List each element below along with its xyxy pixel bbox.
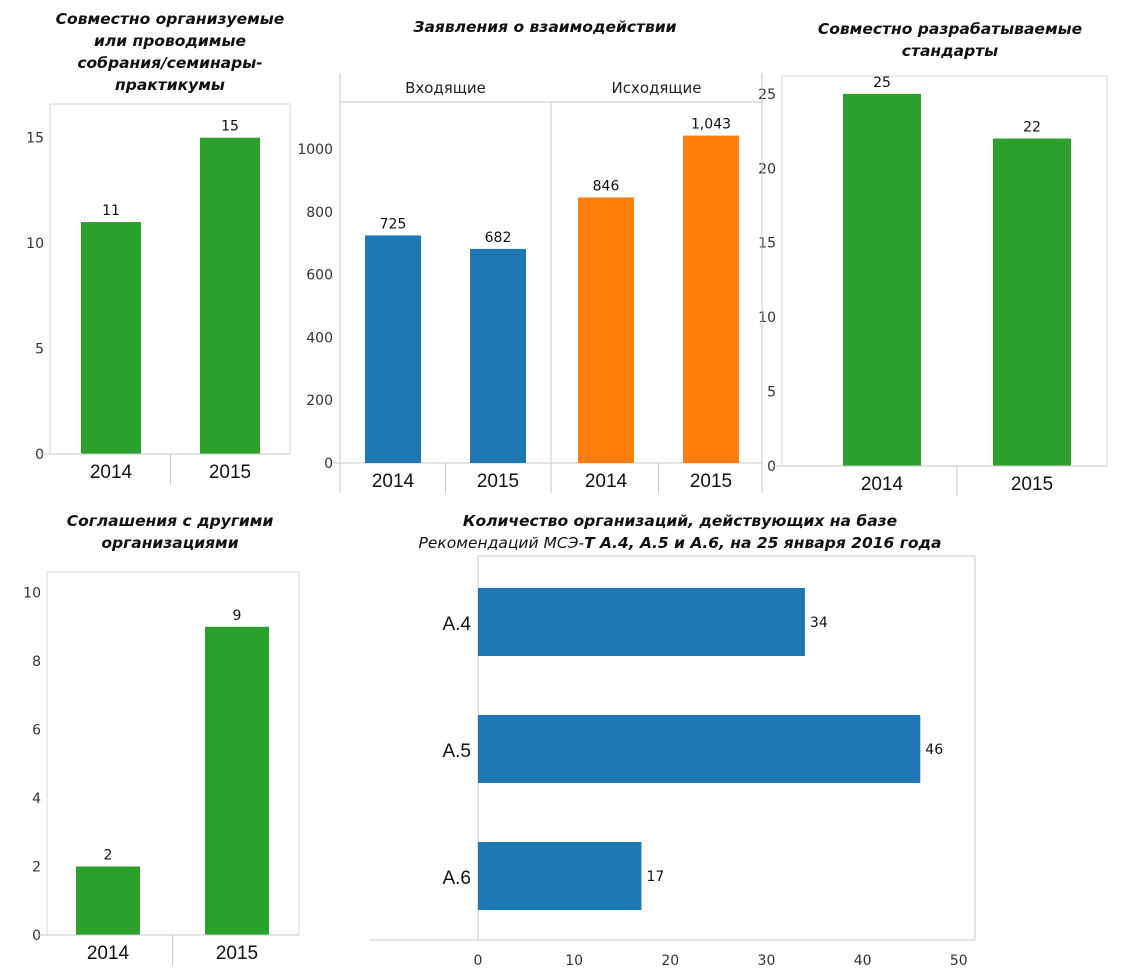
organizations-xtick-40: 40 bbox=[854, 953, 872, 969]
agreements-ytick-10: 10 bbox=[23, 586, 41, 602]
standards-bar-2014 bbox=[843, 93, 921, 466]
agreements-ytick-2: 2 bbox=[32, 860, 41, 876]
seminars-title-line-4: практикумы bbox=[115, 76, 225, 94]
organizations-data-label-A.6: 17 bbox=[646, 869, 664, 885]
organizations-xtick-50: 50 bbox=[950, 953, 968, 969]
standards-title: Совместно разрабатываемые стандарты bbox=[790, 18, 1110, 62]
organizations-bar-A.6 bbox=[478, 842, 642, 910]
seminars-ytick-0: 0 bbox=[35, 447, 44, 463]
statements-outgoing-xtick-2015: 2015 bbox=[690, 471, 732, 492]
agreements-bar-2014 bbox=[76, 866, 140, 935]
statements-ytick-600: 600 bbox=[306, 268, 333, 284]
statements-incoming-bar-2015 bbox=[470, 248, 526, 463]
agreements-xtick-2014: 2014 bbox=[87, 943, 130, 964]
organizations-xtick-0: 0 bbox=[474, 953, 483, 969]
statements-incoming-data-label-2015: 682 bbox=[485, 230, 512, 246]
seminars-data-label-2015: 15 bbox=[221, 119, 239, 135]
agreements-title-line-2: организациями bbox=[101, 534, 239, 552]
statements-incoming-xtick-2014: 2014 bbox=[372, 471, 415, 492]
standards-data-label-2014: 25 bbox=[873, 75, 891, 91]
agreements-xtick-2015: 2015 bbox=[216, 943, 258, 964]
seminars-bar-2015 bbox=[200, 137, 260, 455]
organizations-ytick-A.5: A.5 bbox=[442, 741, 471, 762]
agreements-data-label-2014: 2 bbox=[104, 848, 113, 864]
seminars-xtick-2014: 2014 bbox=[90, 462, 133, 483]
agreements-bar-2015 bbox=[205, 626, 269, 935]
statements-incoming-bar-2014 bbox=[365, 235, 421, 463]
statements-panel-header-incoming: Входящие bbox=[405, 79, 486, 97]
statements-title-line-1: Заявления о взаимодействии bbox=[413, 18, 677, 36]
statements-ytick-200: 200 bbox=[306, 393, 333, 409]
agreements-ytick-6: 6 bbox=[32, 723, 41, 739]
statements-ytick-0: 0 bbox=[324, 456, 333, 472]
statements-outgoing-data-label-2014: 846 bbox=[593, 178, 620, 194]
agreements-ytick-8: 8 bbox=[32, 654, 41, 670]
agreements-ytick-0: 0 bbox=[32, 928, 41, 944]
agreements-title: Соглашения с другими организациями bbox=[10, 510, 330, 554]
statements-outgoing-bar-2014 bbox=[578, 197, 634, 463]
seminars-xtick-2015: 2015 bbox=[209, 462, 251, 483]
statements-incoming-data-label-2014: 725 bbox=[380, 216, 407, 232]
statements-title: Заявления о взаимодействии bbox=[360, 16, 730, 38]
seminars-title: Совместно организуемые или проводимые со… bbox=[20, 8, 320, 96]
statements-ytick-1000: 1000 bbox=[297, 142, 333, 158]
seminars-data-label-2014: 11 bbox=[102, 203, 120, 219]
organizations-title-line-2a: Рекомендаций МСЭ- bbox=[418, 534, 585, 552]
organizations-xtick-10: 10 bbox=[565, 953, 583, 969]
standards-ytick-20: 20 bbox=[758, 161, 776, 177]
organizations-title-line-2b: Т А.4, А.5 и А.6, на 25 января 2016 года bbox=[584, 534, 942, 552]
organizations-title: Количество организаций, действующих на б… bbox=[390, 510, 970, 554]
standards-ytick-0: 0 bbox=[767, 459, 776, 475]
organizations-ytick-A.6: A.6 bbox=[442, 868, 471, 889]
seminars-title-line-1: Совместно организуемые bbox=[55, 10, 285, 28]
standards-title-line-1: Совместно разрабатываемые bbox=[817, 20, 1083, 38]
statements-ytick-400: 400 bbox=[306, 330, 333, 346]
standards-ytick-15: 15 bbox=[758, 236, 776, 252]
seminars-title-line-2: или проводимые bbox=[94, 32, 246, 50]
agreements-title-line-1: Соглашения с другими bbox=[66, 512, 274, 530]
standards-ytick-5: 5 bbox=[767, 385, 776, 401]
organizations-xtick-30: 30 bbox=[758, 953, 776, 969]
standards-xtick-2015: 2015 bbox=[1011, 474, 1053, 495]
seminars-title-line-3: собрания/семинары- bbox=[77, 54, 263, 72]
statements-panel-header-outgoing: Исходящие bbox=[611, 79, 701, 97]
organizations-data-label-A.5: 46 bbox=[925, 742, 943, 758]
standards-ytick-10: 10 bbox=[758, 310, 776, 326]
statements-outgoing-data-label-2015: 1,043 bbox=[691, 117, 731, 133]
standards-ytick-25: 25 bbox=[758, 87, 776, 103]
organizations-ytick-A.4: A.4 bbox=[442, 614, 471, 635]
organizations-title-line-1: Количество организаций, действующих на б… bbox=[462, 512, 898, 530]
statements-outgoing-xtick-2014: 2014 bbox=[585, 471, 628, 492]
seminars-ytick-15: 15 bbox=[26, 131, 44, 147]
statements-incoming-xtick-2015: 2015 bbox=[477, 471, 519, 492]
organizations-bar-A.5 bbox=[478, 715, 921, 783]
statements-outgoing-bar-2015 bbox=[683, 135, 739, 464]
organizations-bar-A.4 bbox=[478, 588, 805, 656]
organizations-xtick-20: 20 bbox=[661, 953, 679, 969]
agreements-data-label-2015: 9 bbox=[233, 608, 242, 624]
standards-bar-2015 bbox=[993, 138, 1071, 466]
standards-data-label-2015: 22 bbox=[1023, 120, 1041, 136]
standards-xtick-2014: 2014 bbox=[861, 474, 904, 495]
seminars-bar-2014 bbox=[81, 222, 141, 454]
organizations-data-label-A.4: 34 bbox=[810, 615, 828, 631]
seminars-ytick-10: 10 bbox=[26, 236, 44, 252]
standards-title-line-2: стандарты bbox=[901, 42, 999, 60]
statements-ytick-800: 800 bbox=[306, 205, 333, 221]
organizations-title-line-2: Рекомендаций МСЭ-Т А.4, А.5 и А.6, на 25… bbox=[390, 532, 970, 554]
agreements-ytick-4: 4 bbox=[32, 791, 41, 807]
seminars-ytick-5: 5 bbox=[35, 342, 44, 358]
